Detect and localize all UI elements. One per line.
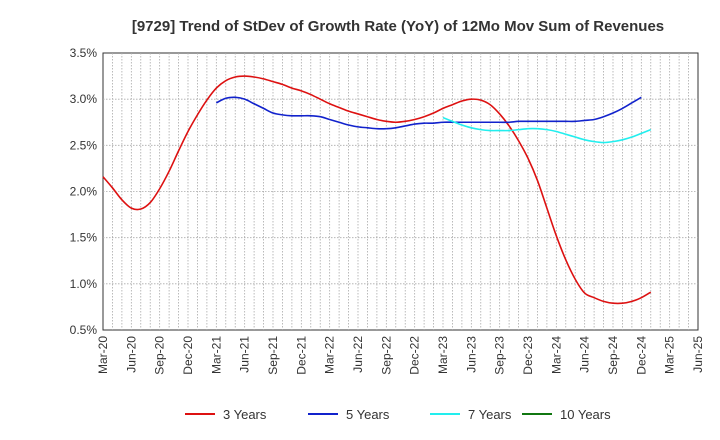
legend-label-5-years: 5 Years [346,407,390,422]
y-tick-label: 0.5% [70,323,98,337]
chart-title: [9729] Trend of StDev of Growth Rate (Yo… [132,18,664,35]
legend-label-10-years: 10 Years [560,407,611,422]
series-line-3-years [102,75,652,305]
x-tick-label: Sep-21 [266,336,280,375]
x-tick-label: Dec-24 [634,336,648,375]
x-tick-label: Jun-25 [691,336,705,373]
legend: 3 Years 5 Years 7 Years 10 Years [185,407,611,422]
y-tick-label: 3.0% [70,92,98,106]
x-tick-label: Sep-23 [493,336,507,375]
legend-label-3-years: 3 Years [223,407,267,422]
y-tick-label: 2.5% [70,138,98,152]
x-tick-label: Jun-22 [351,336,365,373]
x-tick-label: Mar-25 [663,336,677,374]
x-tick-label: Mar-22 [323,336,337,374]
x-tick-label: Jun-20 [124,336,138,373]
y-tick-label: 3.5% [70,46,98,60]
x-tick-label: Sep-22 [379,336,393,375]
y-tick-label: 1.5% [70,231,98,245]
x-tick-label: Jun-21 [238,336,252,373]
x-tick-label: Jun-23 [464,336,478,373]
x-tick-label: Dec-21 [294,336,308,375]
x-tick-label: Mar-21 [209,336,223,374]
y-axis-ticks: 0.5% 1.0% 1.5% 2.0% 2.5% 3.0% 3.5% [70,46,98,337]
y-gridlines [103,98,698,285]
series-line-5-years [215,96,642,130]
y-tick-label: 1.0% [70,277,98,291]
x-tick-label: Sep-24 [606,336,620,375]
x-tick-label: Sep-20 [153,336,167,375]
legend-label-7-years: 7 Years [468,407,512,422]
x-tick-label: Mar-20 [96,336,110,374]
y-tick-label: 2.0% [70,185,98,199]
x-tick-label: Jun-24 [578,336,592,373]
x-tick-label: Dec-20 [181,336,195,375]
x-tick-label: Dec-23 [521,336,535,375]
x-axis-ticks: Mar-20 Jun-20 Sep-20 Dec-20 Mar-21 Jun-21 Sep-… [96,336,705,375]
x-tick-label: Mar-23 [436,336,450,374]
series-line-7-years [442,116,652,144]
x-tick-label: Mar-24 [549,336,563,374]
x-tick-label: Dec-22 [408,336,422,375]
series-lines [102,75,652,305]
